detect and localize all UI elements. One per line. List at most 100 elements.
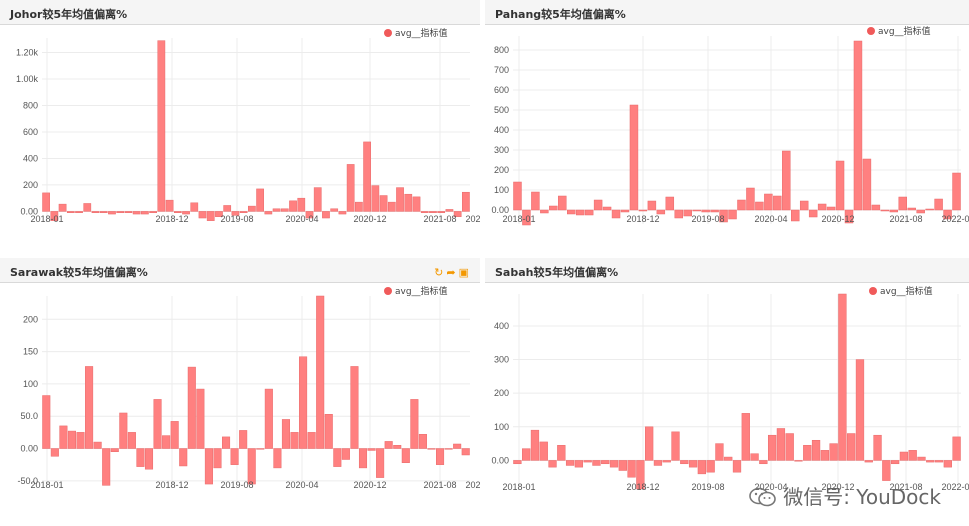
bar[interactable]: [539, 441, 548, 461]
bar[interactable]: [461, 448, 470, 456]
bar[interactable]: [290, 432, 299, 449]
bar[interactable]: [379, 195, 388, 212]
bar[interactable]: [513, 181, 522, 211]
bar[interactable]: [773, 195, 782, 211]
bar[interactable]: [248, 205, 256, 212]
bar[interactable]: [584, 209, 594, 216]
bar[interactable]: [358, 448, 368, 469]
bar[interactable]: [297, 197, 306, 212]
bar[interactable]: [420, 211, 429, 213]
bar[interactable]: [844, 209, 854, 224]
bar[interactable]: [575, 209, 585, 216]
bar[interactable]: [322, 211, 330, 219]
bar[interactable]: [601, 460, 610, 465]
bar[interactable]: [829, 443, 838, 461]
bar[interactable]: [855, 359, 865, 461]
bar[interactable]: [724, 456, 733, 461]
bar[interactable]: [346, 164, 355, 212]
bar[interactable]: [182, 211, 190, 215]
bar[interactable]: [108, 211, 116, 215]
bar[interactable]: [316, 295, 325, 449]
bar[interactable]: [59, 425, 68, 449]
bar[interactable]: [701, 209, 710, 213]
bar[interactable]: [58, 203, 67, 212]
bar[interactable]: [75, 211, 83, 213]
bar[interactable]: [247, 448, 256, 485]
bar[interactable]: [934, 460, 944, 463]
bar[interactable]: [453, 443, 462, 449]
bar[interactable]: [187, 366, 196, 449]
sabah-chart-legend[interactable]: avg__指标值: [869, 284, 933, 297]
bar[interactable]: [462, 191, 470, 212]
bar[interactable]: [76, 432, 85, 449]
bar[interactable]: [198, 211, 207, 219]
bar[interactable]: [162, 435, 171, 449]
bar[interactable]: [917, 456, 926, 461]
bar[interactable]: [305, 211, 314, 219]
bar[interactable]: [656, 209, 666, 215]
bar[interactable]: [574, 460, 584, 468]
bar[interactable]: [873, 434, 882, 461]
bar[interactable]: [629, 104, 639, 211]
bar[interactable]: [898, 196, 907, 211]
bar[interactable]: [280, 208, 289, 212]
bar[interactable]: [513, 460, 522, 465]
bar[interactable]: [880, 209, 890, 212]
bar[interactable]: [429, 211, 437, 213]
save-icon[interactable]: ▣: [458, 267, 472, 279]
bar[interactable]: [230, 448, 239, 465]
bar[interactable]: [803, 445, 812, 461]
bar[interactable]: [799, 200, 809, 211]
bar[interactable]: [396, 187, 404, 212]
bar[interactable]: [330, 208, 339, 212]
bar[interactable]: [341, 448, 350, 460]
bar[interactable]: [907, 207, 916, 211]
bar[interactable]: [173, 211, 182, 213]
bar[interactable]: [239, 430, 248, 449]
bar[interactable]: [697, 460, 707, 475]
bar[interactable]: [602, 206, 612, 211]
bar[interactable]: [671, 431, 680, 461]
bar[interactable]: [916, 209, 925, 214]
bar[interactable]: [638, 209, 648, 212]
bar[interactable]: [324, 414, 333, 449]
bar[interactable]: [926, 460, 935, 463]
bar[interactable]: [890, 460, 900, 465]
bar[interactable]: [404, 193, 413, 212]
bar[interactable]: [453, 211, 462, 217]
bar[interactable]: [333, 448, 342, 467]
bar[interactable]: [256, 188, 264, 212]
bar[interactable]: [418, 434, 427, 449]
bar[interactable]: [688, 460, 698, 468]
bar[interactable]: [213, 448, 222, 469]
bar[interactable]: [611, 209, 621, 219]
bar[interactable]: [755, 201, 764, 211]
bar[interactable]: [908, 450, 917, 461]
bar[interactable]: [256, 448, 265, 450]
bar[interactable]: [412, 196, 421, 212]
bar[interactable]: [540, 209, 549, 214]
bar[interactable]: [371, 185, 380, 212]
bar[interactable]: [899, 451, 909, 461]
bar[interactable]: [124, 211, 133, 213]
bar[interactable]: [871, 204, 881, 211]
bar[interactable]: [627, 460, 636, 478]
bar[interactable]: [119, 412, 128, 449]
bar[interactable]: [732, 460, 742, 473]
bar[interactable]: [153, 399, 162, 449]
share-icon[interactable]: ➦: [446, 267, 459, 279]
bar[interactable]: [299, 356, 308, 449]
bar[interactable]: [692, 209, 701, 212]
bar[interactable]: [239, 211, 248, 213]
bar[interactable]: [647, 200, 657, 211]
bar[interactable]: [618, 460, 627, 471]
bar[interactable]: [609, 460, 619, 468]
bar[interactable]: [149, 211, 157, 213]
bar[interactable]: [862, 158, 872, 211]
bar[interactable]: [204, 448, 213, 485]
bar[interactable]: [934, 198, 943, 211]
bar[interactable]: [273, 448, 282, 469]
bar[interactable]: [782, 150, 791, 211]
bar[interactable]: [674, 209, 683, 219]
bar[interactable]: [102, 448, 111, 486]
